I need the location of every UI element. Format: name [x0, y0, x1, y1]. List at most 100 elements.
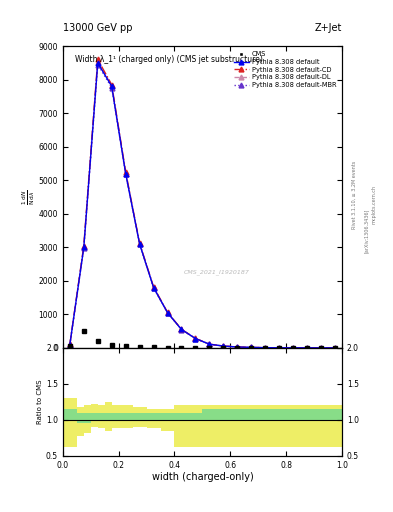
Pythia 8.308 default [305, 345, 309, 351]
Pythia 8.308 default [291, 345, 296, 351]
Pythia 8.308 default-CD [249, 344, 253, 350]
Pythia 8.308 default-DL [235, 344, 240, 350]
Pythia 8.308 default [277, 345, 281, 351]
Pythia 8.308 default-MBR [332, 345, 337, 351]
Pythia 8.308 default-CD [305, 345, 309, 351]
Pythia 8.308 default-MBR [165, 310, 170, 316]
Pythia 8.308 default-MBR [137, 241, 142, 247]
Pythia 8.308 default [207, 341, 212, 347]
X-axis label: width (charged-only): width (charged-only) [152, 472, 253, 482]
Pythia 8.308 default-DL [207, 341, 212, 347]
Y-axis label: Ratio to CMS: Ratio to CMS [37, 379, 43, 424]
Y-axis label: $\frac{1}{\mathrm{N}}\frac{\mathrm{d}N}{\mathrm{d}\lambda}$: $\frac{1}{\mathrm{N}}\frac{\mathrm{d}N}{… [21, 189, 37, 205]
Pythia 8.308 default [319, 345, 323, 351]
CMS [68, 343, 72, 349]
CMS [109, 342, 114, 348]
Pythia 8.308 default-DL [151, 284, 156, 290]
Line: Pythia 8.308 default-MBR: Pythia 8.308 default-MBR [68, 62, 337, 350]
Pythia 8.308 default-MBR [221, 343, 226, 349]
Pythia 8.308 default-CD [332, 345, 337, 351]
Pythia 8.308 default [123, 170, 128, 177]
Pythia 8.308 default [109, 83, 114, 90]
Text: Width λ_1¹ (charged only) (CMS jet substructure): Width λ_1¹ (charged only) (CMS jet subst… [75, 55, 263, 64]
Pythia 8.308 default [137, 241, 142, 247]
Line: Pythia 8.308 default: Pythia 8.308 default [68, 60, 337, 350]
Pythia 8.308 default-CD [123, 169, 128, 175]
Legend: CMS, Pythia 8.308 default, Pythia 8.308 default-CD, Pythia 8.308 default-DL, Pyt: CMS, Pythia 8.308 default, Pythia 8.308 … [232, 50, 339, 90]
CMS [235, 345, 240, 351]
Pythia 8.308 default-CD [193, 335, 198, 342]
CMS [151, 344, 156, 350]
Pythia 8.308 default-MBR [179, 327, 184, 333]
Pythia 8.308 default-MBR [305, 345, 309, 351]
Pythia 8.308 default-DL [277, 345, 281, 351]
Pythia 8.308 default-DL [123, 170, 128, 176]
CMS [81, 328, 86, 334]
Pythia 8.308 default [193, 335, 198, 342]
Pythia 8.308 default-CD [109, 81, 114, 88]
CMS [305, 345, 309, 351]
Pythia 8.308 default-DL [305, 345, 309, 351]
Pythia 8.308 default-DL [165, 309, 170, 315]
Pythia 8.308 default-DL [179, 326, 184, 332]
Pythia 8.308 default-CD [179, 326, 184, 332]
Pythia 8.308 default-MBR [235, 344, 240, 350]
Text: 13000 GeV pp: 13000 GeV pp [63, 23, 132, 33]
Pythia 8.308 default-DL [319, 345, 323, 351]
CMS [319, 345, 323, 351]
Pythia 8.308 default-MBR [263, 345, 268, 351]
Pythia 8.308 default-CD [151, 284, 156, 290]
Pythia 8.308 default-MBR [249, 344, 253, 350]
Pythia 8.308 default-MBR [95, 61, 100, 68]
Pythia 8.308 default [81, 244, 86, 250]
Line: CMS: CMS [68, 329, 337, 350]
Pythia 8.308 default-MBR [207, 341, 212, 347]
Pythia 8.308 default-CD [95, 56, 100, 62]
Pythia 8.308 default-CD [165, 309, 170, 315]
Pythia 8.308 default-MBR [123, 171, 128, 177]
Pythia 8.308 default-CD [277, 345, 281, 351]
Pythia 8.308 default-CD [291, 345, 296, 351]
Pythia 8.308 default-CD [137, 240, 142, 246]
Text: Rivet 3.1.10, ≥ 3.2M events: Rivet 3.1.10, ≥ 3.2M events [352, 160, 357, 229]
Pythia 8.308 default [151, 285, 156, 291]
Pythia 8.308 default [249, 344, 253, 350]
CMS [291, 345, 296, 351]
Pythia 8.308 default-MBR [151, 285, 156, 291]
Pythia 8.308 default-MBR [291, 345, 296, 351]
Text: CMS_2021_I1920187: CMS_2021_I1920187 [184, 270, 249, 275]
Pythia 8.308 default-MBR [109, 84, 114, 91]
Pythia 8.308 default-CD [221, 343, 226, 349]
Text: [arXiv:1306.3436]: [arXiv:1306.3436] [364, 208, 369, 252]
Pythia 8.308 default [179, 326, 184, 332]
Pythia 8.308 default-DL [249, 344, 253, 350]
CMS [95, 338, 100, 344]
Pythia 8.308 default-MBR [81, 245, 86, 251]
Pythia 8.308 default-DL [263, 345, 268, 351]
Pythia 8.308 default-DL [109, 82, 114, 89]
Pythia 8.308 default-CD [207, 341, 212, 347]
Pythia 8.308 default-DL [291, 345, 296, 351]
Pythia 8.308 default-CD [81, 243, 86, 249]
Pythia 8.308 default-MBR [68, 342, 72, 348]
CMS [249, 345, 253, 351]
Text: mcplots.cern.ch: mcplots.cern.ch [371, 185, 376, 224]
Pythia 8.308 default-CD [319, 345, 323, 351]
Line: Pythia 8.308 default-DL: Pythia 8.308 default-DL [68, 59, 337, 350]
Pythia 8.308 default-DL [81, 244, 86, 250]
CMS [165, 345, 170, 351]
Pythia 8.308 default-DL [95, 58, 100, 65]
Pythia 8.308 default [68, 342, 72, 348]
CMS [207, 345, 212, 351]
Pythia 8.308 default [332, 345, 337, 351]
Line: Pythia 8.308 default-CD: Pythia 8.308 default-CD [68, 57, 337, 350]
CMS [193, 345, 198, 351]
Pythia 8.308 default [95, 60, 100, 66]
Pythia 8.308 default-MBR [319, 345, 323, 351]
Pythia 8.308 default [165, 310, 170, 316]
Pythia 8.308 default-CD [263, 345, 268, 351]
CMS [179, 345, 184, 351]
Pythia 8.308 default-MBR [277, 345, 281, 351]
Pythia 8.308 default-DL [332, 345, 337, 351]
CMS [263, 345, 268, 351]
